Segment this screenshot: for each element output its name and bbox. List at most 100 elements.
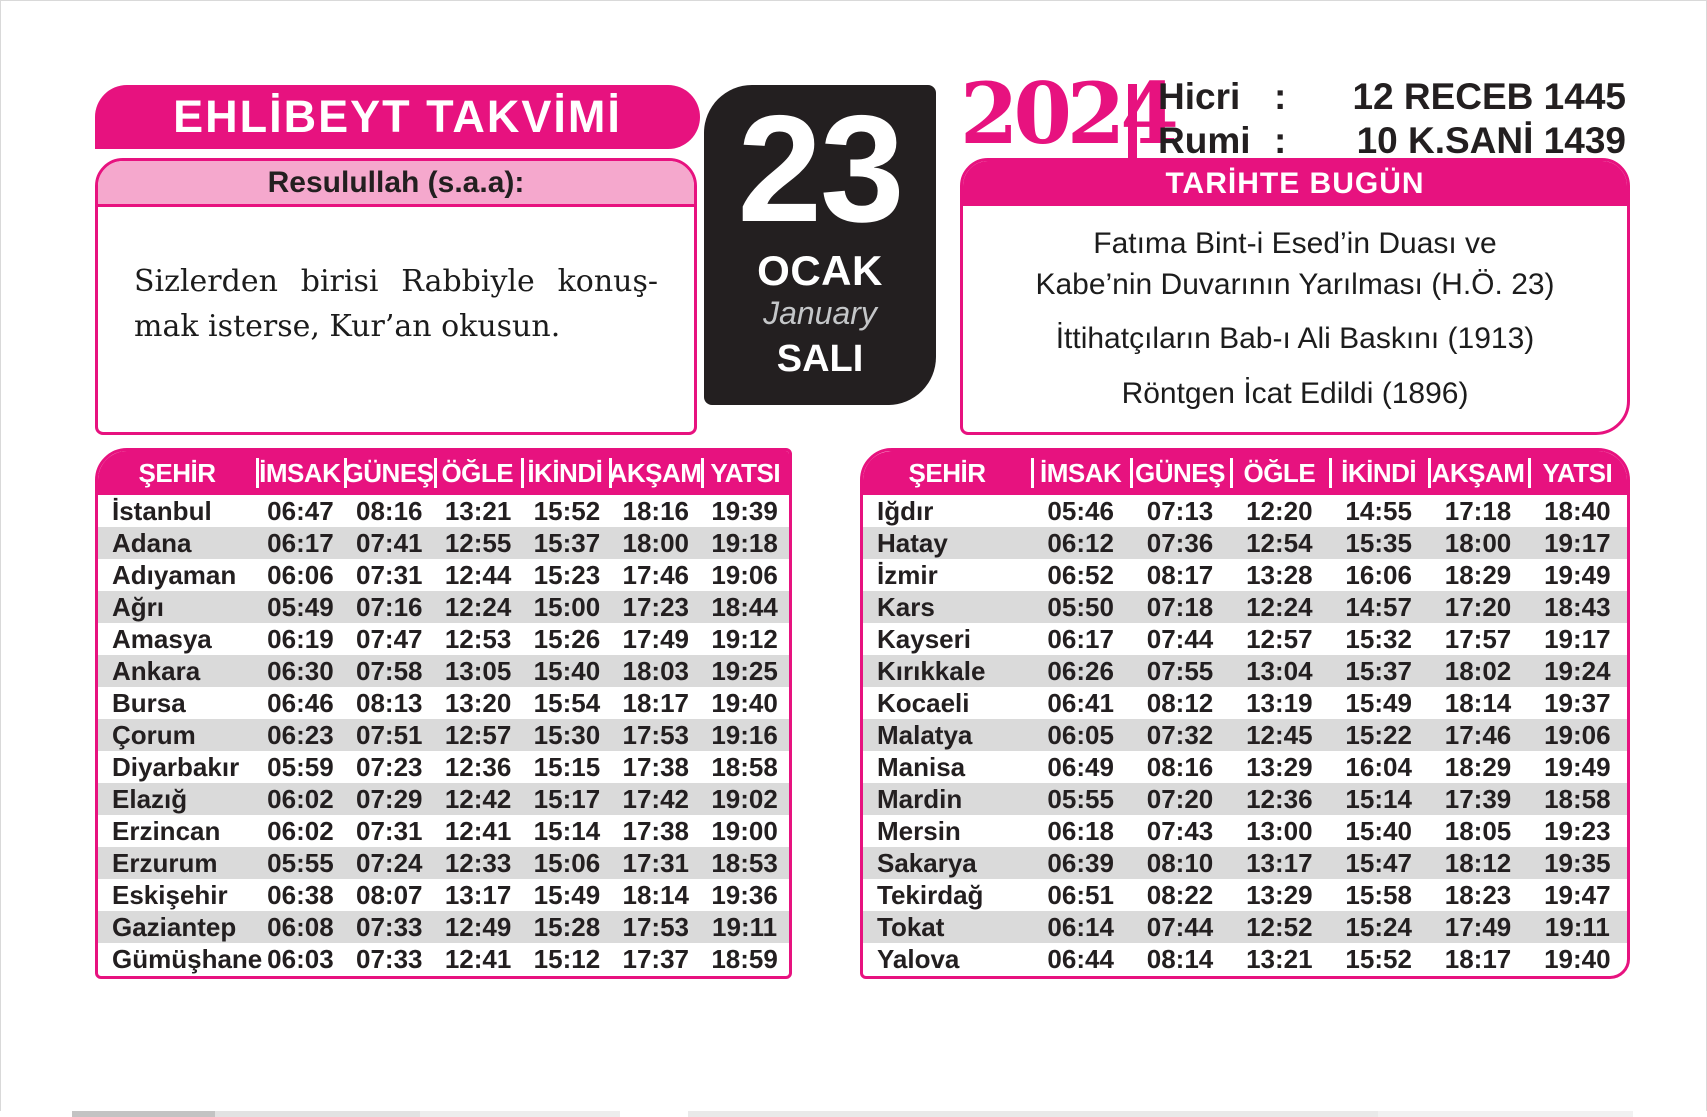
city-cell: Ankara (112, 656, 201, 686)
time-cell: 08:12 (1146, 688, 1214, 718)
time-cell: 12:41 (444, 944, 512, 974)
city-cell: Çorum (112, 720, 196, 750)
time-cell: 18:16 (622, 496, 689, 526)
time-cell: 06:38 (267, 880, 334, 910)
time-cell: 19:49 (1544, 560, 1611, 590)
time-cell: 07:18 (1146, 592, 1214, 622)
time-cell: 13:20 (444, 688, 512, 718)
column-header: YATSI (1528, 458, 1627, 489)
time-cell: 07:20 (1146, 784, 1214, 814)
table-row: Manisa 06:49 08:16 13:29 16:04 18:29 19:49 (863, 751, 1627, 783)
time-cell: 18:00 (622, 528, 689, 558)
time-cell: 06:41 (1047, 688, 1114, 718)
table-body: Iğdır 05:46 07:13 12:20 14:55 17:18 18:40 Hatay… (863, 495, 1627, 975)
time-cell: 07:51 (355, 720, 423, 750)
time-cell: 19:39 (711, 496, 778, 526)
quote-header: Resulullah (s.a.a): (267, 165, 525, 199)
time-cell: 19:18 (711, 528, 778, 558)
history-event: Fatıma Bint-i Esed’in Duası ve Kabe’nin … (1035, 227, 1555, 301)
time-cell: 07:44 (1146, 624, 1214, 654)
quote-line-2: mak isterse, Kur’an okusun. (134, 309, 561, 344)
time-cell: 18:03 (622, 656, 689, 686)
table-row: Gaziantep 06:08 07:33 12:49 15:28 17:53 19:11 (98, 911, 789, 943)
column-header: AKŞAM (1428, 458, 1527, 489)
city-cell: Erzurum (112, 848, 218, 878)
table-row: Tokat 06:14 07:44 12:52 15:24 17:49 19:11 (863, 911, 1627, 943)
year: 2024 (960, 64, 1179, 163)
city-cell: Hatay (877, 528, 948, 558)
column-header: YATSI (701, 458, 789, 489)
time-cell: 14:57 (1345, 592, 1412, 622)
time-cell: 18:05 (1444, 816, 1512, 846)
time-cell: 07:31 (355, 816, 423, 846)
time-cell: 07:33 (355, 912, 423, 942)
city-cell: Kayseri (877, 624, 971, 654)
time-cell: 07:43 (1146, 816, 1214, 846)
city-cell: İstanbul (112, 496, 212, 526)
table-row: Erzurum 05:55 07:24 12:33 15:06 17:31 18:53 (98, 847, 789, 879)
page-edge-segment (620, 1111, 688, 1117)
table-row: İstanbul 06:47 08:16 13:21 15:52 18:16 19:39 (98, 495, 789, 527)
time-cell: 06:12 (1047, 528, 1114, 558)
time-cell: 06:44 (1047, 944, 1114, 974)
time-cell: 15:52 (533, 496, 601, 526)
table-row: Iğdır 05:46 07:13 12:20 14:55 17:18 18:40 (863, 495, 1627, 527)
table-row: Adıyaman 06:06 07:31 12:44 15:23 17:46 19:06 (98, 559, 789, 591)
page-edge-segment (1378, 1111, 1633, 1117)
time-cell: 13:04 (1246, 656, 1313, 686)
time-cell: 13:19 (1246, 688, 1313, 718)
time-cell: 15:30 (533, 720, 601, 750)
city-cell: Elazığ (112, 784, 188, 814)
table-row: Diyarbakır 05:59 07:23 12:36 15:15 17:38 18:58 (98, 751, 789, 783)
time-cell: 19:47 (1544, 880, 1611, 910)
time-cell: 15:14 (1345, 784, 1412, 814)
date-day: 23 (737, 84, 904, 254)
time-cell: 17:46 (1444, 720, 1512, 750)
table-row: Adana 06:17 07:41 12:55 15:37 18:00 19:18 (98, 527, 789, 559)
time-cell: 06:19 (267, 624, 334, 654)
time-cell: 19:00 (711, 816, 778, 846)
time-cell: 07:29 (355, 784, 423, 814)
time-cell: 05:46 (1047, 496, 1114, 526)
time-cell: 13:21 (444, 496, 512, 526)
time-cell: 07:33 (355, 944, 423, 974)
time-cell: 06:17 (267, 528, 334, 558)
city-cell: Yalova (877, 944, 960, 974)
time-cell: 07:13 (1146, 496, 1214, 526)
time-cell: 18:59 (711, 944, 778, 974)
time-cell: 06:26 (1047, 656, 1114, 686)
time-cell: 19:40 (711, 688, 778, 718)
time-cell: 07:32 (1146, 720, 1214, 750)
table-row: Amasya 06:19 07:47 12:53 15:26 17:49 19:12 (98, 623, 789, 655)
time-cell: 08:13 (355, 688, 423, 718)
time-cell: 18:29 (1444, 560, 1512, 590)
time-cell: 19:36 (711, 880, 778, 910)
time-cell: 18:29 (1444, 752, 1512, 782)
time-cell: 18:23 (1444, 880, 1512, 910)
time-cell: 07:58 (355, 656, 423, 686)
city-cell: Ağrı (112, 592, 164, 622)
time-cell: 15:28 (533, 912, 601, 942)
time-cell: 15:54 (533, 688, 601, 718)
city-cell: Mardin (877, 784, 963, 814)
time-cell: 19:25 (711, 656, 778, 686)
time-cell: 15:40 (1345, 816, 1412, 846)
time-cell: 18:14 (622, 880, 689, 910)
time-cell: 08:16 (355, 496, 423, 526)
city-cell: Manisa (877, 752, 966, 782)
time-cell: 12:36 (1246, 784, 1313, 814)
time-cell: 18:58 (711, 752, 778, 782)
city-cell: İzmir (877, 560, 938, 590)
time-cell: 05:55 (267, 848, 334, 878)
time-cell: 16:04 (1345, 752, 1412, 782)
time-cell: 12:24 (1246, 592, 1313, 622)
time-cell: 15:22 (1345, 720, 1412, 750)
time-cell: 15:15 (533, 752, 601, 782)
today-in-history-box: TARİHTE BUGÜN Fatıma Bint-i Esed’in Duas… (960, 158, 1630, 435)
table-row: Mardin 05:55 07:20 12:36 15:14 17:39 18:58 (863, 783, 1627, 815)
table-row: Ağrı 05:49 07:16 12:24 15:00 17:23 18:44 (98, 591, 789, 623)
page-edge-segment (72, 1111, 215, 1117)
time-cell: 19:12 (711, 624, 778, 654)
time-cell: 06:17 (1047, 624, 1114, 654)
